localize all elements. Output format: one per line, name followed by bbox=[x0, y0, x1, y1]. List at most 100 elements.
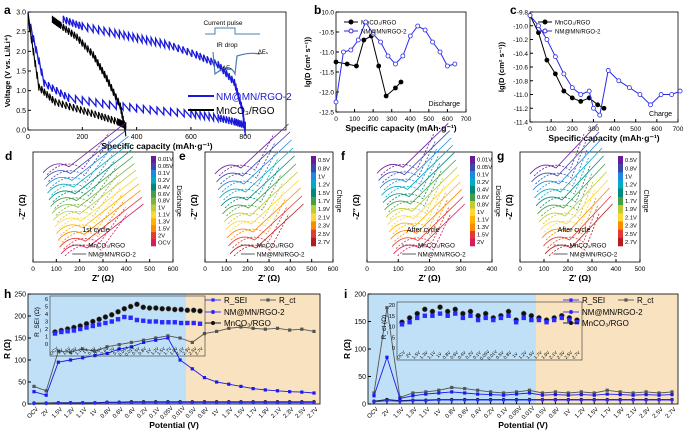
colorbar-label: 2.7V bbox=[318, 240, 330, 246]
data-point bbox=[56, 349, 60, 353]
colorbar-label: 1.2V bbox=[625, 183, 637, 189]
data-point bbox=[553, 398, 558, 402]
colorbar-label: 1.1V bbox=[158, 213, 170, 219]
inset-x-tick-label: 2.1V bbox=[175, 346, 185, 356]
colorbar-label: 1.3V bbox=[158, 220, 170, 226]
data-point bbox=[251, 387, 255, 391]
y-tick-label: 50 bbox=[18, 380, 26, 387]
inset-x-tick-label: 1.2V bbox=[518, 350, 528, 360]
nyquist-curve-nm bbox=[229, 203, 304, 255]
y-axis-title: -Z″ (Ω) bbox=[190, 194, 199, 220]
data-point bbox=[644, 393, 648, 397]
inset-y-tick-label: 15 bbox=[389, 314, 395, 320]
x-tick-label: 800 bbox=[239, 134, 251, 141]
panel-annotation: Discharge bbox=[428, 101, 460, 108]
nyquist-curve-nm bbox=[544, 203, 613, 255]
nyquist-curve-mn bbox=[218, 133, 275, 177]
inset-data-point bbox=[529, 317, 534, 323]
inset-data-point bbox=[52, 331, 58, 336]
legend-label: MnCO₃/RGO bbox=[582, 319, 629, 328]
panel-letter: c bbox=[510, 3, 517, 17]
nyquist-curve-mn bbox=[383, 147, 438, 191]
data-point bbox=[398, 399, 402, 403]
x-tick-label: 200 bbox=[242, 266, 253, 273]
inset-data-point bbox=[551, 317, 557, 323]
panel-c: c 0 100 200 300 400 500 600 700 -11.4 -11.2 -11.0 -1… bbox=[497, 3, 684, 143]
nyquist-curve-mn bbox=[48, 139, 111, 182]
data-point bbox=[450, 385, 454, 390]
inset-x-tick-label: 1V bbox=[511, 351, 518, 358]
data-point bbox=[631, 393, 635, 397]
colorbar-segment bbox=[470, 238, 475, 247]
plot-frame bbox=[27, 293, 321, 405]
nyquist-curve-mn bbox=[63, 206, 126, 250]
x-tick-label: 400 bbox=[131, 134, 143, 141]
x-tick-label: 2V bbox=[41, 409, 50, 418]
nyquist-curve-mn bbox=[226, 173, 282, 217]
colorbar-segment bbox=[311, 237, 316, 247]
y-tick-label: -10.4 bbox=[513, 51, 528, 58]
colorbar-segment bbox=[151, 197, 156, 205]
data-point bbox=[540, 391, 545, 395]
data-point bbox=[300, 390, 304, 394]
x-tick-label: 1V bbox=[433, 409, 442, 418]
data-point bbox=[657, 393, 661, 397]
nyquist-curve-mn bbox=[533, 133, 585, 177]
data-point bbox=[411, 399, 415, 403]
colorbar-title: Discharge bbox=[175, 185, 182, 217]
x-tick-label: 2.1V bbox=[626, 407, 639, 420]
x-tick-label: 2.3V bbox=[639, 407, 652, 420]
x-axis-title: Specific capacity (mAh·g⁻¹) bbox=[548, 133, 659, 143]
colorbar-segment bbox=[311, 180, 316, 190]
nyquist-curve-nm bbox=[382, 152, 455, 203]
inset-data-point bbox=[190, 307, 197, 314]
colorbar-segment bbox=[618, 205, 623, 214]
x-tick-label: 2.5V bbox=[652, 407, 665, 420]
panel-letter: h bbox=[4, 287, 11, 301]
colorbar-label: 0.2V bbox=[158, 178, 170, 184]
x-tick-label: 600 bbox=[651, 126, 662, 133]
inset-data-point bbox=[407, 320, 412, 325]
inset-x-tick-label: 1.3V bbox=[68, 346, 78, 356]
legend-label: MnCO₃/RGO bbox=[418, 243, 455, 250]
nyquist-curve-nm bbox=[42, 122, 126, 174]
x-tick-label: 1V bbox=[89, 409, 98, 418]
x-tick-label: OCV bbox=[367, 407, 380, 420]
inset-data-point bbox=[197, 321, 203, 326]
nyquist-curve-nm bbox=[228, 195, 303, 247]
y-tick-label: -9.8 bbox=[517, 10, 529, 17]
nyquist-curve-nm bbox=[540, 179, 609, 231]
legend-label: R_SEI bbox=[224, 296, 247, 305]
colorbar-segment bbox=[618, 237, 623, 247]
y-axis-title: -Z″ (Ω) bbox=[18, 194, 27, 220]
inset-x-tick-label: 0.05V bbox=[117, 345, 129, 357]
nyquist-curve-mn bbox=[544, 189, 595, 233]
y-tick-label: 100 bbox=[354, 347, 366, 354]
data-point bbox=[117, 400, 121, 405]
x-tick-label: 1.1V bbox=[76, 407, 89, 420]
data-point bbox=[275, 326, 280, 330]
inset-x-tick-label: 0.5V bbox=[131, 346, 141, 356]
data-point bbox=[129, 345, 133, 349]
stage-label: After cycle bbox=[407, 227, 440, 234]
inset-data-point bbox=[453, 311, 458, 316]
data-point bbox=[669, 92, 675, 97]
nyquist-curve-nm bbox=[532, 139, 601, 191]
colorbar-label: 1.2V bbox=[318, 183, 330, 189]
data-point bbox=[178, 336, 182, 340]
nyquist-curve-mn bbox=[547, 205, 598, 249]
inset-y-tick-label: 0 bbox=[45, 342, 48, 348]
x-tick-label: 1V bbox=[211, 409, 220, 418]
inset-x-tick-label: 1.9V bbox=[540, 350, 550, 360]
y-tick-label: -10.2 bbox=[513, 37, 528, 44]
data-point bbox=[44, 393, 48, 397]
nyquist-curve-nm bbox=[51, 163, 135, 214]
colorbar-segment bbox=[470, 156, 475, 164]
y-tick-label: 0.5 bbox=[16, 108, 26, 115]
colorbar-label: 2.1V bbox=[625, 215, 637, 221]
data-point bbox=[263, 327, 267, 331]
inset-x-tick-label: 2.3V bbox=[181, 346, 191, 356]
data-point bbox=[32, 390, 36, 394]
data-point bbox=[344, 61, 350, 67]
